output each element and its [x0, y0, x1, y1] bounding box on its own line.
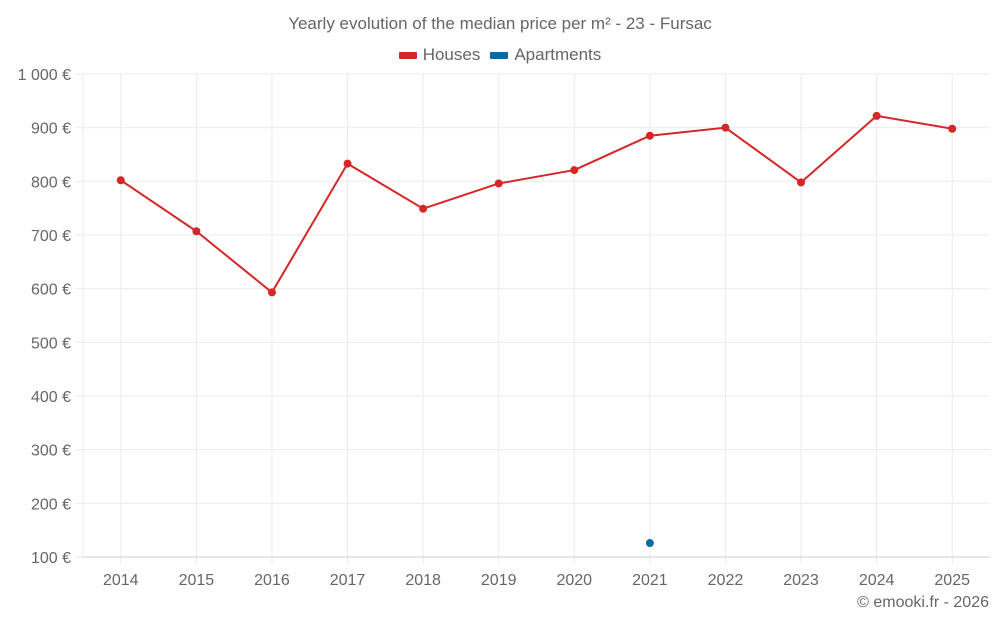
data-point-marker[interactable]	[872, 111, 881, 120]
x-tick-label: 2020	[556, 572, 592, 589]
data-point-marker[interactable]	[645, 131, 654, 140]
data-point-marker[interactable]	[797, 178, 806, 187]
x-tick-label: 2018	[405, 572, 441, 589]
data-point-marker[interactable]	[116, 176, 125, 185]
data-point-marker[interactable]	[721, 123, 730, 132]
apartments-swatch-icon	[490, 51, 509, 59]
series-houses	[116, 111, 957, 297]
legend-item-apartments[interactable]: Apartments	[490, 45, 601, 65]
data-point-marker[interactable]	[494, 179, 503, 188]
y-tick-label: 900 €	[31, 121, 71, 138]
x-axis: 2014 2015 2016 2017 2018 2019 2020 2021 2022 2023…	[83, 556, 990, 589]
data-point-marker[interactable]	[192, 227, 201, 236]
x-tick-label: 2016	[254, 572, 290, 589]
data-point-marker[interactable]	[419, 204, 428, 213]
y-tick-label: 400 €	[31, 389, 71, 406]
legend-item-houses[interactable]: Houses	[398, 45, 481, 65]
data-point-marker[interactable]	[948, 124, 957, 133]
y-tick-label: 300 €	[31, 443, 71, 460]
x-tick-label: 2023	[783, 572, 819, 589]
houses-swatch-icon	[398, 51, 417, 59]
y-tick-label: 100 €	[31, 550, 71, 567]
y-tick-label: 700 €	[31, 228, 71, 245]
data-series	[116, 111, 957, 548]
x-tick-label: 2025	[934, 572, 970, 589]
y-tick-label: 600 €	[31, 282, 71, 299]
y-axis: 100 € 200 € 300 € 400 € 500 € 600 € 700 € 800 €…	[18, 67, 83, 567]
x-tick-label: 2019	[481, 572, 517, 589]
y-tick-label: 1 000 €	[18, 67, 71, 84]
y-tick-label: 800 €	[31, 174, 71, 191]
data-point-marker[interactable]	[570, 166, 579, 175]
chart-title: Yearly evolution of the median price per…	[288, 14, 712, 33]
data-point-marker[interactable]	[645, 539, 654, 548]
chart-legend: Houses Apartments	[0, 45, 1000, 65]
y-tick-label: 500 €	[31, 335, 71, 352]
x-tick-label: 2014	[103, 572, 139, 589]
series-apartments	[645, 539, 654, 548]
copyright-credit: © emooki.fr - 2026	[857, 594, 989, 611]
grid-lines	[82, 73, 990, 564]
legend-label-apartments: Apartments	[514, 45, 602, 64]
legend-label-houses: Houses	[422, 45, 481, 64]
data-point-marker[interactable]	[343, 159, 352, 168]
y-tick-label: 200 €	[31, 496, 71, 513]
x-tick-label: 2015	[179, 572, 215, 589]
series-line	[120, 114, 953, 294]
x-tick-label: 2021	[632, 572, 668, 589]
x-tick-label: 2024	[859, 572, 895, 589]
x-tick-label: 2022	[708, 572, 744, 589]
data-point-marker[interactable]	[267, 288, 276, 297]
x-tick-label: 2017	[330, 572, 366, 589]
